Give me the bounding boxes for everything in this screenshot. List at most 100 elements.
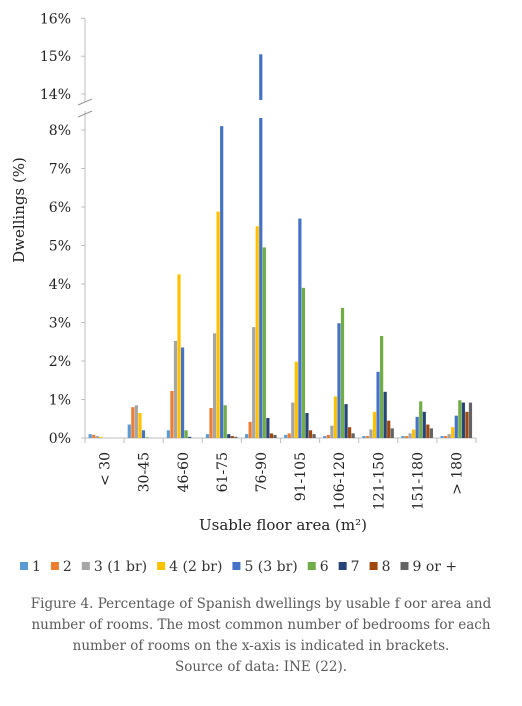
bar <box>230 436 234 438</box>
bar <box>141 430 146 438</box>
bar <box>337 323 341 438</box>
legend-swatch <box>338 562 347 570</box>
bar <box>380 335 384 438</box>
bar <box>170 391 174 438</box>
bar <box>330 425 334 438</box>
bar <box>177 274 181 438</box>
bar <box>212 333 217 438</box>
caption-line-1: Figure 4. Percentage of Spanish dwelling… <box>30 596 492 612</box>
figure-caption: Figure 4. Percentage of Spanish dwelling… <box>0 594 522 678</box>
bar <box>99 436 103 438</box>
legend-label: 2 <box>63 559 72 575</box>
legend-item: 6 <box>307 559 329 575</box>
legend-swatch <box>307 562 316 570</box>
bar <box>188 436 192 438</box>
legend-label: 1 <box>32 559 41 575</box>
legend-swatch <box>157 562 166 570</box>
chart-axes <box>77 18 476 439</box>
bar <box>95 436 99 438</box>
bar <box>291 402 295 438</box>
legend-swatch <box>81 562 90 570</box>
bar <box>127 424 131 438</box>
y-tick-label: 14% <box>40 87 71 103</box>
legend-swatch <box>20 562 28 570</box>
y-axis-title: Dwellings (%) <box>10 157 28 263</box>
bar <box>383 391 387 438</box>
x-tick-label: > 180 <box>449 452 465 495</box>
legend-item: 8 <box>369 559 391 575</box>
bar <box>308 430 313 438</box>
bar <box>244 434 249 438</box>
y-tick-label: 8% <box>49 123 71 139</box>
bar <box>412 429 416 438</box>
bar <box>344 404 348 438</box>
x-tick-label: 46-60 <box>176 452 192 492</box>
bar <box>173 340 178 438</box>
bar <box>390 428 394 438</box>
y-tick-label: 4% <box>49 277 71 293</box>
bar <box>333 396 338 438</box>
chart-legend: 1 2 3 (1 br) 4 (2 br) 5 (3 br) 6 7 8 9 or + <box>20 559 457 575</box>
bar <box>209 407 213 438</box>
caption-line-2: number of rooms. The most common number … <box>31 617 491 633</box>
bar-upper-segment <box>259 54 263 100</box>
y-tick-label: 1% <box>49 393 71 409</box>
bar <box>234 436 238 438</box>
x-tick-label: 91-105 <box>293 452 309 501</box>
bar <box>166 430 170 438</box>
legend-item: 9 or + <box>400 559 457 575</box>
bar <box>255 226 259 438</box>
legend-label: 5 (3 br) <box>244 559 297 575</box>
bar <box>131 407 135 438</box>
legend-item: 1 <box>20 559 41 575</box>
bar <box>269 433 274 438</box>
bar <box>461 402 465 438</box>
y-tick-label: 5% <box>49 239 71 255</box>
bar <box>426 424 430 438</box>
bar <box>404 436 409 438</box>
bar <box>348 427 352 438</box>
y-tick-label: 3% <box>49 316 71 332</box>
x-tick-label: 106-120 <box>332 452 348 510</box>
bar <box>134 405 138 438</box>
bar <box>284 434 288 438</box>
bar <box>294 361 298 438</box>
bar <box>223 405 227 438</box>
bar <box>458 400 462 438</box>
bar <box>444 436 448 438</box>
bar <box>184 430 188 438</box>
legend-item: 3 (1 br) <box>81 559 147 575</box>
bar <box>266 417 270 438</box>
bar <box>401 436 405 438</box>
bar <box>227 434 231 438</box>
bar <box>205 434 210 438</box>
axis-break-mark <box>77 98 93 106</box>
y-tick-label: 15% <box>40 49 71 65</box>
bar <box>287 433 291 438</box>
bar <box>340 307 345 438</box>
bar <box>465 411 469 438</box>
bar <box>369 429 373 438</box>
y-tick-label: 7% <box>49 162 71 178</box>
bar <box>376 371 380 438</box>
bar <box>92 434 96 438</box>
bar <box>326 434 330 438</box>
bar <box>351 433 355 438</box>
bar <box>88 434 92 438</box>
bar <box>451 427 455 438</box>
bar <box>273 434 277 438</box>
x-tick-label: 30-45 <box>137 452 153 492</box>
caption-line-4: Source of data: INE (22). <box>174 659 348 675</box>
x-tick-label: < 30 <box>98 452 114 486</box>
legend-swatch <box>50 562 59 570</box>
bar <box>138 412 142 438</box>
y-tick-label: 0% <box>49 431 71 447</box>
bar <box>216 211 220 438</box>
legend-item: 4 (2 br) <box>157 559 222 575</box>
bar <box>419 401 423 438</box>
bar <box>447 434 451 438</box>
x-tick-label: 61-75 <box>215 452 231 492</box>
x-axis-title: Usable floor area (m²) <box>199 516 367 534</box>
bar <box>259 118 263 438</box>
legend-item: 2 <box>50 559 72 575</box>
